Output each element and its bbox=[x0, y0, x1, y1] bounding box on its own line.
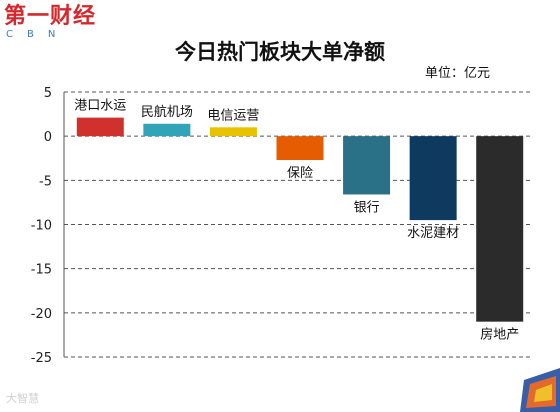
logo-text: 第一财经 bbox=[4, 4, 97, 29]
cbn-logo: 第一财经 CBN bbox=[4, 4, 96, 44]
bar-category-label: 民航机场 bbox=[141, 104, 193, 120]
y-tick-label: -25 bbox=[31, 351, 52, 366]
bar bbox=[409, 136, 457, 221]
bar-category-label: 港口水运 bbox=[74, 99, 126, 114]
bar-category-label: 电信运营 bbox=[207, 108, 259, 123]
corner-decoration-icon bbox=[520, 368, 560, 412]
logo-subtext: CBN bbox=[6, 29, 70, 40]
bar bbox=[343, 136, 391, 195]
unit-label: 单位：亿元 bbox=[425, 66, 491, 81]
y-tick-label: 5 bbox=[44, 86, 52, 101]
bar-category-label: 保险 bbox=[287, 166, 313, 181]
y-tick-label: -15 bbox=[31, 263, 52, 278]
y-tick-label: -10 bbox=[31, 219, 52, 234]
bar-category-label: 房地产 bbox=[480, 327, 519, 343]
bar-category-label: 水泥建材 bbox=[407, 226, 459, 241]
y-tick-label: 0 bbox=[44, 130, 52, 145]
bar bbox=[276, 136, 324, 161]
y-tick-label: -20 bbox=[31, 307, 52, 322]
chart-title: 今日热门板块大单净额 bbox=[175, 39, 385, 64]
bar bbox=[209, 127, 257, 137]
y-tick-label: -5 bbox=[39, 174, 52, 189]
bar bbox=[76, 117, 124, 137]
watermark-text: 大智慧 bbox=[6, 392, 39, 405]
bar bbox=[476, 136, 524, 322]
bar bbox=[143, 123, 191, 137]
bar-category-label: 银行 bbox=[354, 200, 380, 215]
